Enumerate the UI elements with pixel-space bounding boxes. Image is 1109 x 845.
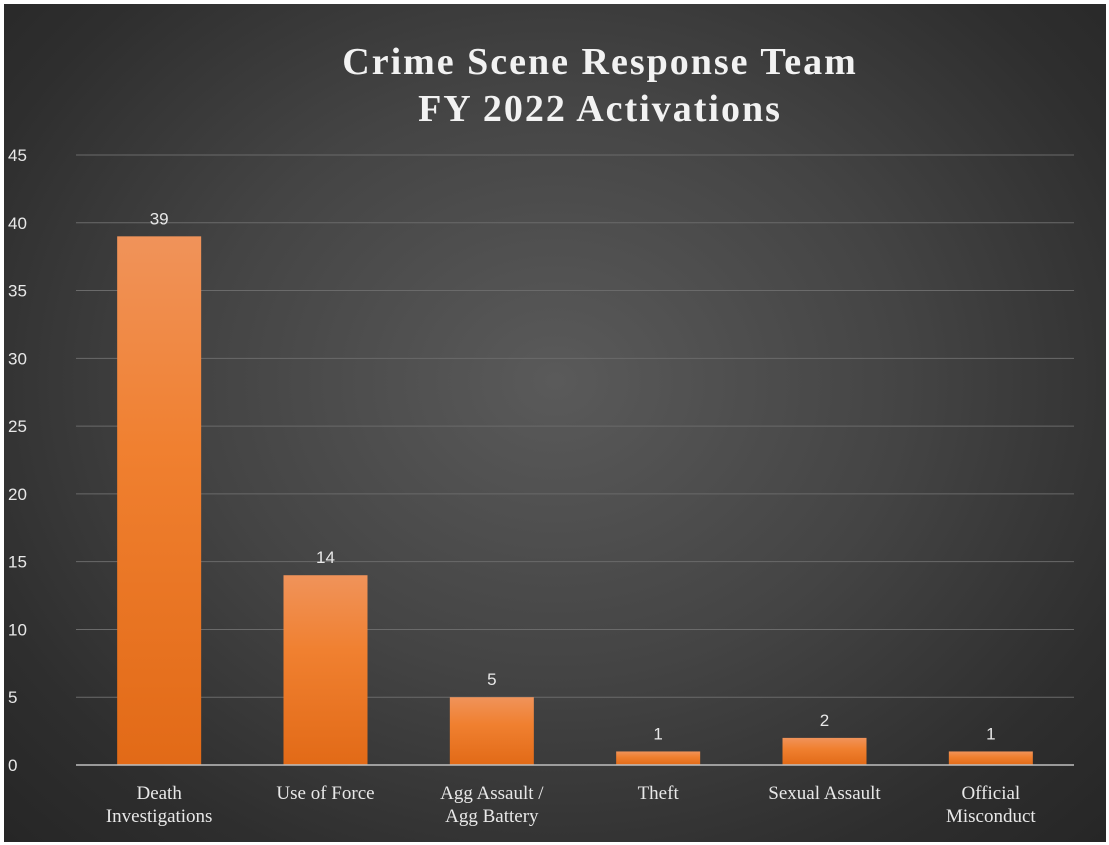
y-axis-ticks: 0 5 10 15 20 25 30 35 40 45 [8,146,27,775]
x-category-label: Official [961,783,1020,804]
bar [616,751,701,765]
y-tick-label: 40 [8,214,27,233]
data-label: 1 [653,724,662,743]
bar-chart: Crime Scene Response Team FY 2022 Activa… [8,41,1074,827]
y-tick-label: 25 [8,417,27,436]
x-category-label: Investigations [106,806,213,827]
bar [782,737,867,765]
data-labels: 39 14 5 1 2 1 [150,209,996,743]
x-category-label: Agg Assault / [440,783,544,804]
chart-frame: Crime Scene Response Team FY 2022 Activa… [4,4,1106,842]
data-label: 5 [487,670,496,689]
data-label: 39 [150,209,169,228]
bar [117,236,202,766]
y-tick-label: 20 [8,485,27,504]
chart-title-line-1: Crime Scene Response Team [342,41,857,83]
x-category-label: Use of Force [276,783,374,804]
y-tick-label: 10 [8,620,27,639]
y-tick-label: 5 [8,688,17,707]
y-tick-label: 30 [8,349,27,368]
chart-title-line-2: FY 2022 Activations [418,88,782,130]
y-tick-label: 35 [8,282,27,301]
data-label: 14 [316,548,335,567]
x-category-label: Sexual Assault [768,783,881,804]
bar [283,575,368,765]
data-label: 1 [986,724,995,743]
x-category-label: Agg Battery [445,806,539,827]
bars [117,236,1033,766]
x-category-label: Death [136,783,182,804]
y-tick-label: 15 [8,553,27,572]
x-category-label: Theft [638,783,680,804]
bar [948,751,1033,765]
y-tick-label: 45 [8,146,27,165]
x-category-label: Misconduct [946,806,1036,827]
data-label: 2 [820,711,829,730]
bar [449,697,534,765]
y-tick-label: 0 [8,756,17,775]
gridlines [76,154,1074,698]
